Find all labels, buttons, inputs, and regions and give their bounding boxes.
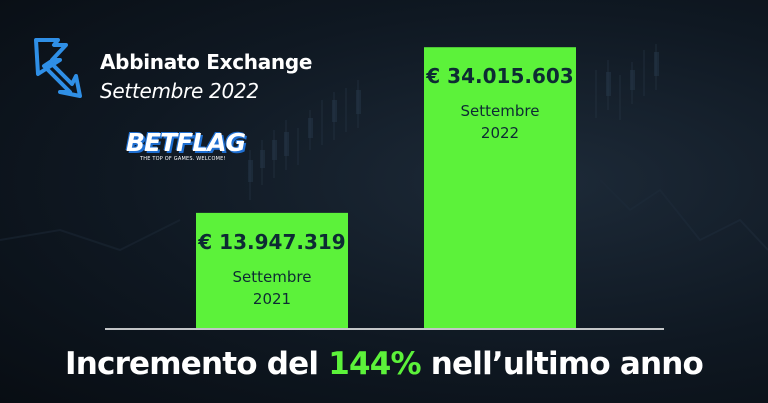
page-subtitle: Settembre 2022 [100, 79, 259, 103]
betflag-logo: BETFLAG THE TOP OF GAMES. WELCOME! [126, 130, 246, 164]
bar-value-label-2: € 34.015.603 [425, 64, 573, 88]
brand-name: BETFLAG [126, 128, 246, 157]
bar-category-label-1-1: Settembre [233, 268, 312, 286]
bar-value-label-1: € 13.947.319 [197, 230, 345, 254]
headline-prefix: Incremento del [64, 346, 329, 382]
brand-tagline: THE TOP OF GAMES. WELCOME! [140, 156, 226, 162]
headline-suffix: nell’ultimo anno [420, 346, 704, 382]
bar-2 [424, 47, 576, 328]
bar-category-label-2-1: Settembre [461, 102, 540, 120]
bar-category-label-1-2: 2021 [253, 290, 291, 308]
headline-highlight: 144% [328, 346, 421, 382]
bar-category-label-2-2: 2022 [481, 124, 519, 142]
bar-1 [196, 212, 348, 328]
footer-headline: Incremento del 144% nell’ultimo anno [0, 342, 768, 386]
header: Abbinato Exchange Settembre 2022 [100, 48, 312, 106]
arrow-logo-icon [34, 38, 82, 98]
page-title: Abbinato Exchange [100, 50, 313, 74]
